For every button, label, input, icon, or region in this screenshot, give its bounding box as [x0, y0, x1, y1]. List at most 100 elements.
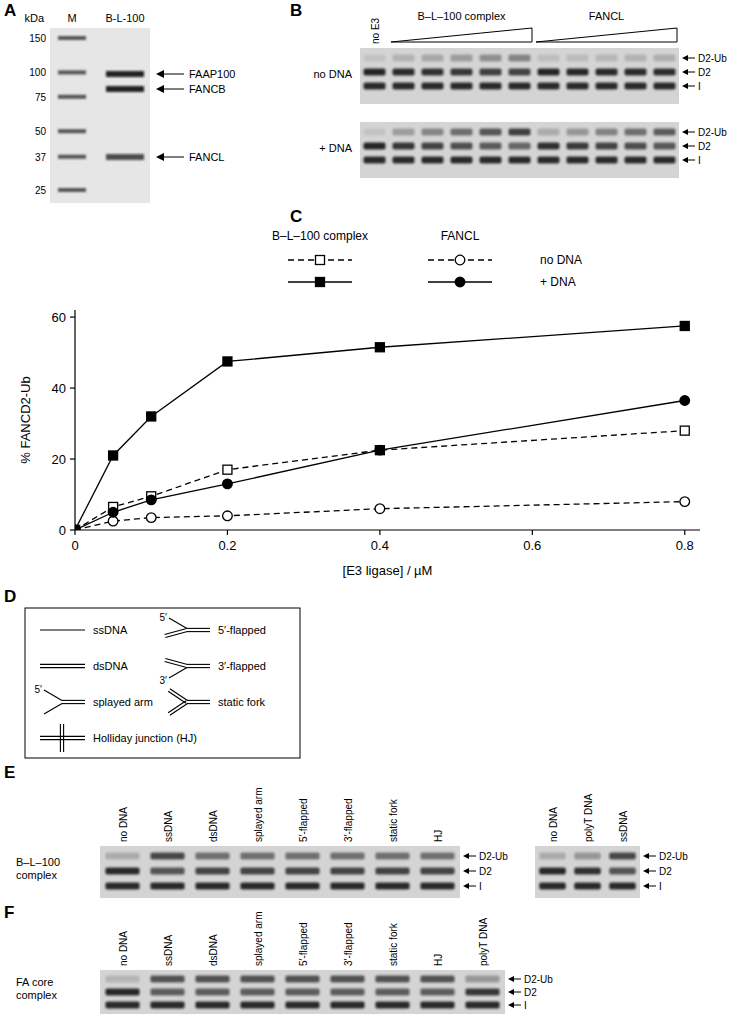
y-tick — [70, 529, 75, 530]
gel-b-band — [392, 69, 414, 76]
band-arrow-shaft — [162, 89, 184, 90]
y-tick — [70, 458, 75, 459]
lane-label: splayed arm — [253, 912, 264, 966]
gel-b-band — [537, 83, 559, 90]
gel-b-band — [450, 129, 472, 136]
lane-label: splayed arm — [253, 788, 264, 842]
legend-row-label: + DNA — [540, 275, 576, 289]
gel-e-side-band — [609, 853, 636, 860]
dna-structure — [44, 690, 85, 714]
gel-b-band — [421, 157, 443, 164]
band-label: I — [524, 1000, 527, 1011]
gel-f-band — [105, 976, 139, 983]
marker-label: 75 — [35, 92, 47, 103]
strand — [170, 703, 188, 715]
gel-b-band — [363, 83, 385, 90]
gel-b-band — [653, 55, 675, 62]
gel-b-band — [421, 129, 443, 136]
gel-f-band — [330, 976, 364, 983]
panel-letter: E — [4, 763, 15, 782]
gel-b-band — [421, 143, 443, 150]
gel-f-band — [375, 1002, 409, 1009]
legend-entry — [428, 255, 492, 265]
strand — [187, 631, 210, 632]
lane-label: 3′-flapped — [343, 922, 354, 966]
panel-letter: F — [4, 903, 14, 922]
gel-b-band — [566, 129, 588, 136]
lane-label: ssDNA — [163, 811, 174, 842]
marker — [75, 525, 80, 530]
marker — [375, 343, 384, 352]
strand — [60, 724, 61, 752]
gel-b-background — [360, 122, 679, 178]
x-tick — [74, 530, 75, 535]
gel-b-band — [363, 157, 385, 164]
gel-b-band — [479, 143, 501, 150]
gel-f-band — [330, 1002, 364, 1009]
gel-e-side-band — [539, 868, 566, 875]
gel-e-band — [240, 883, 274, 890]
band-label: D2 — [479, 866, 492, 877]
gel-b-band — [508, 129, 530, 136]
gel-b-band — [653, 157, 675, 164]
dna-structure — [168, 689, 210, 716]
legend-header: FANCL — [441, 229, 480, 243]
gel-e-side-band — [609, 883, 636, 890]
gel-b-band — [392, 129, 414, 136]
y-axis-title: % FANCD2-Ub — [18, 376, 33, 463]
band-arrow-shaft — [648, 886, 656, 887]
lane-label: 5′-flapped — [298, 798, 309, 842]
gel-b-band — [595, 157, 617, 164]
gel-f-band — [375, 976, 409, 983]
gel-e-side-band — [539, 883, 566, 890]
row-label-line: B–L–100 — [16, 856, 60, 868]
series-line — [75, 502, 685, 530]
band-arrow-shaft — [648, 856, 656, 857]
gel-e-band — [375, 868, 409, 875]
concentration-wedge — [391, 28, 532, 42]
structure-label: 5′-flapped — [218, 624, 266, 636]
gel-f-band — [285, 1002, 319, 1009]
gel-b-band — [479, 69, 501, 76]
band-label: D2-Ub — [479, 851, 508, 862]
marker — [680, 497, 690, 507]
marker — [316, 278, 325, 287]
gel-f-band — [420, 1002, 454, 1009]
gel-b-band — [624, 69, 646, 76]
lane-label: HJ — [433, 954, 444, 966]
band-label: D2 — [659, 866, 672, 877]
band-arrow-shaft — [687, 58, 695, 59]
gel-e-side-band — [574, 883, 601, 890]
gel-b-band — [479, 157, 501, 164]
band-label: I — [698, 155, 701, 166]
band-arrow-shaft — [468, 871, 476, 872]
gel-f-band — [285, 989, 319, 996]
sample-band — [106, 154, 144, 160]
gel-b-band — [595, 143, 617, 150]
gel-e-side-background — [535, 846, 640, 898]
gel-e-band — [150, 868, 184, 875]
gel-e-band — [420, 868, 454, 875]
y-tick-label: 60 — [52, 310, 66, 325]
row-label: no DNA — [313, 68, 352, 80]
gel-f-band — [195, 989, 229, 996]
legend-header: B–L–100 complex — [272, 229, 368, 243]
gel-b-band — [479, 129, 501, 136]
band-label: I — [659, 881, 662, 892]
band-label: D2-Ub — [659, 851, 688, 862]
gel-b-band — [595, 83, 617, 90]
gel-b-band — [450, 55, 472, 62]
marker — [223, 479, 233, 489]
row-label-line: complex — [16, 989, 57, 1001]
band-label: D2-Ub — [524, 974, 553, 985]
gel-e-band — [285, 868, 319, 875]
band-label: FAAP100 — [189, 68, 235, 80]
gel-e-band — [195, 853, 229, 860]
unit-label: kDa — [24, 12, 44, 24]
gel-b-band — [508, 143, 530, 150]
marker — [455, 255, 465, 265]
strand — [44, 690, 62, 700]
gel-e-band — [330, 868, 364, 875]
lane-label: dsDNA — [208, 810, 219, 842]
gel-b-band — [392, 157, 414, 164]
